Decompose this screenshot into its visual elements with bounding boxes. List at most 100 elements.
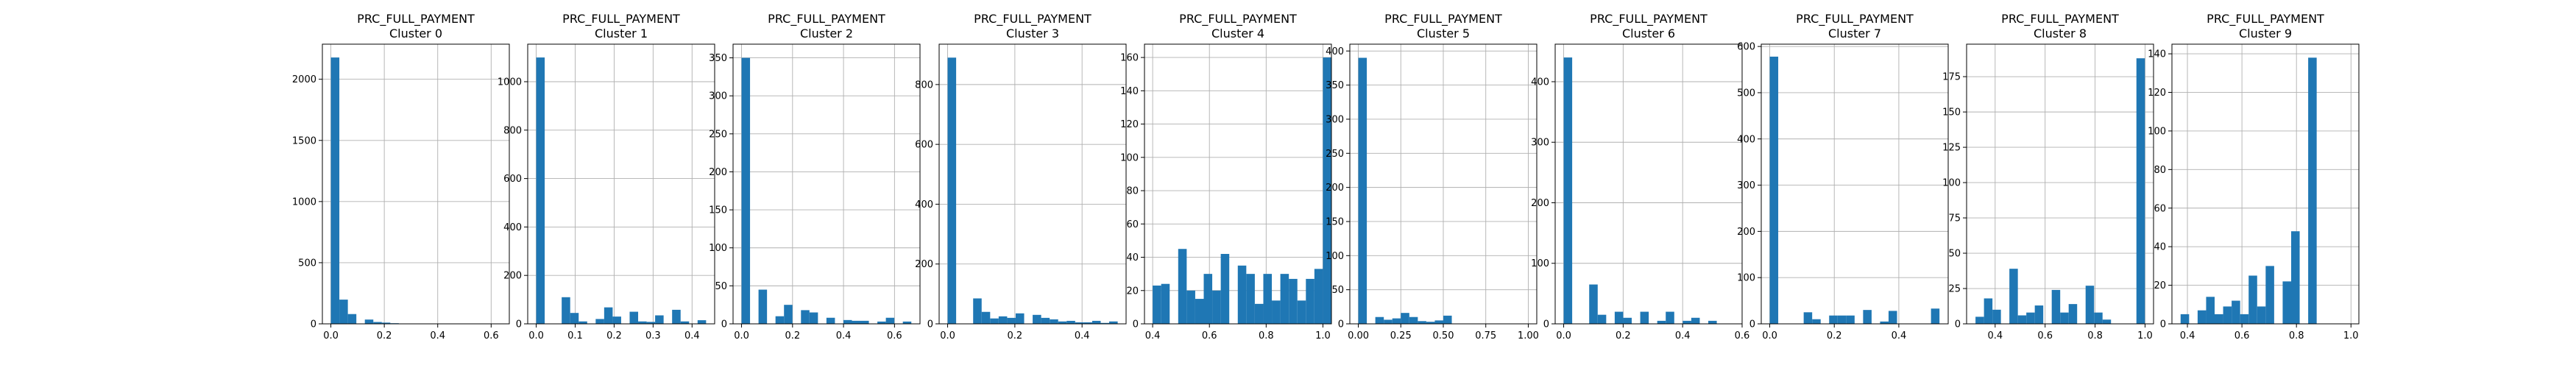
chart-title: PRC_FULL_PAYMENT bbox=[1179, 12, 1297, 26]
histogram-bar bbox=[2136, 58, 2145, 324]
histogram-bar bbox=[2291, 231, 2300, 324]
histogram-bar bbox=[2094, 312, 2103, 324]
histogram-bar bbox=[1975, 316, 1984, 324]
histogram-bar bbox=[1358, 57, 1367, 324]
y-tick-label: 0 bbox=[1749, 319, 1755, 330]
histogram-bar bbox=[973, 298, 982, 324]
axes-frame bbox=[2171, 43, 2360, 325]
y-tick-label: 400 bbox=[1326, 46, 1344, 57]
histogram-bar bbox=[809, 312, 818, 324]
histogram-bar bbox=[1803, 312, 1813, 324]
histogram-bar bbox=[2223, 306, 2232, 324]
histogram-bar bbox=[347, 314, 357, 324]
histogram-cluster-3: 0.0 0.2 0.4 0 200 400 600 800 PRC_FULL_PAYMENTCl… bbox=[915, 12, 1127, 342]
chart-subtitle: Cluster 8 bbox=[2034, 26, 2087, 40]
x-tick-label: 0.4 bbox=[836, 330, 852, 342]
histogram-bar bbox=[1657, 320, 1666, 324]
y-tick-label: 1000 bbox=[498, 77, 522, 88]
histogram-bar bbox=[1007, 317, 1016, 324]
y-tick-label: 300 bbox=[1737, 180, 1755, 191]
y-tick-label: 2000 bbox=[292, 74, 316, 85]
histogram-bar bbox=[2308, 57, 2317, 325]
histogram-bar bbox=[1237, 265, 1247, 324]
y-tick-label: 50 bbox=[1331, 285, 1344, 296]
histogram-bar bbox=[1984, 298, 1993, 324]
histogram-bar bbox=[570, 313, 579, 324]
y-tick-label: 0 bbox=[1338, 319, 1344, 330]
histogram-bar bbox=[562, 297, 570, 324]
x-tick-label: 0.2 bbox=[1616, 330, 1631, 342]
y-tick-label: 160 bbox=[1120, 53, 1139, 64]
axes-frame bbox=[1966, 43, 2154, 325]
y-tick-label: 200 bbox=[709, 167, 727, 178]
histogram-bar bbox=[1418, 321, 1426, 324]
histogram-cluster-7: 0.0 0.2 0.4 0 100 200 300 400 500 600 PRC_FULL_PAY… bbox=[1737, 12, 1949, 342]
chart-subtitle: Cluster 2 bbox=[800, 26, 853, 40]
x-tick-label: 0.6 bbox=[2037, 330, 2053, 342]
histogram-cluster-9: 0.4 0.6 0.8 1.0 0 20 40 60 80 100 120 140 PRC_FULL_P… bbox=[2148, 12, 2360, 342]
y-tick-label: 140 bbox=[1120, 86, 1139, 97]
histogram-bar bbox=[680, 321, 690, 324]
y-tick-label: 250 bbox=[709, 129, 727, 140]
histogram-bar bbox=[1058, 321, 1067, 324]
histogram-bar bbox=[1846, 315, 1855, 324]
y-tick-label: 75 bbox=[1948, 213, 1961, 224]
y-tick-label: 140 bbox=[2148, 49, 2166, 60]
y-tick-label: 350 bbox=[709, 53, 727, 64]
y-tick-label: 50 bbox=[1948, 249, 1961, 260]
x-tick-label: 0.6 bbox=[887, 330, 902, 342]
histogram-bar bbox=[1091, 320, 1101, 324]
histogram-bar bbox=[1401, 313, 1409, 324]
x-tick-label: 0.0 bbox=[1556, 330, 1571, 342]
y-tick-label: 0 bbox=[2160, 319, 2166, 330]
histogram-bar bbox=[2051, 289, 2061, 324]
y-tick-label: 120 bbox=[2148, 88, 2166, 99]
x-tick-label: 0.8 bbox=[2289, 330, 2304, 342]
x-tick-label: 1.0 bbox=[2137, 330, 2153, 342]
histogram-bar bbox=[2257, 306, 2266, 324]
histogram-bar bbox=[1812, 319, 1821, 324]
histogram-bar bbox=[877, 321, 886, 324]
y-tick-label: 60 bbox=[2154, 203, 2166, 214]
y-tick-label: 80 bbox=[2154, 165, 2166, 176]
histogram-bar bbox=[1829, 315, 1838, 324]
y-tick-label: 0 bbox=[1133, 319, 1139, 330]
histogram-bar bbox=[2026, 312, 2035, 324]
histogram-bar bbox=[2197, 310, 2207, 324]
histogram-bar bbox=[536, 57, 545, 324]
histogram-bar bbox=[578, 321, 587, 324]
x-tick-label: 0.6 bbox=[484, 330, 499, 342]
chart-title: PRC_FULL_PAYMENT bbox=[357, 12, 475, 26]
axes-frame bbox=[1554, 43, 1743, 325]
y-tick-label: 1000 bbox=[292, 197, 316, 208]
histogram-bar bbox=[1050, 319, 1058, 324]
y-tick-label: 400 bbox=[1737, 134, 1755, 145]
histogram-cluster-6: 0.0 0.2 0.4 0.6 0 100 200 300 400 PRC_FULL_PAYMEN… bbox=[1531, 12, 1749, 342]
histogram-bar bbox=[1769, 56, 1779, 324]
histogram-bar bbox=[843, 319, 852, 324]
x-tick-label: 0.50 bbox=[1433, 330, 1454, 342]
histogram-bar bbox=[1100, 322, 1110, 324]
y-tick-label: 0 bbox=[311, 319, 316, 330]
histogram-bar bbox=[381, 322, 391, 324]
histogram-bar bbox=[1708, 320, 1717, 324]
histogram-bar bbox=[339, 300, 348, 324]
y-tick-label: 100 bbox=[1120, 152, 1139, 163]
y-tick-label: 150 bbox=[1942, 107, 1961, 118]
y-tick-label: 20 bbox=[2154, 280, 2166, 291]
histogram-bar bbox=[1272, 300, 1281, 324]
histogram-bar bbox=[1041, 317, 1050, 324]
histogram-bar bbox=[1837, 315, 1847, 324]
histogram-bar bbox=[758, 289, 768, 324]
histogram-bar bbox=[1212, 290, 1221, 324]
y-tick-label: 100 bbox=[1531, 258, 1549, 269]
x-tick-label: 0.4 bbox=[1987, 330, 2003, 342]
histogram-bar bbox=[1220, 254, 1230, 324]
histogram-bar bbox=[2085, 286, 2095, 324]
histogram-bar bbox=[1246, 274, 1255, 324]
histogram-bar bbox=[885, 317, 895, 324]
x-tick-label: 0.0 bbox=[323, 330, 339, 342]
histogram-bar bbox=[1153, 285, 1161, 324]
chart-subtitle: Cluster 7 bbox=[1828, 26, 1881, 40]
